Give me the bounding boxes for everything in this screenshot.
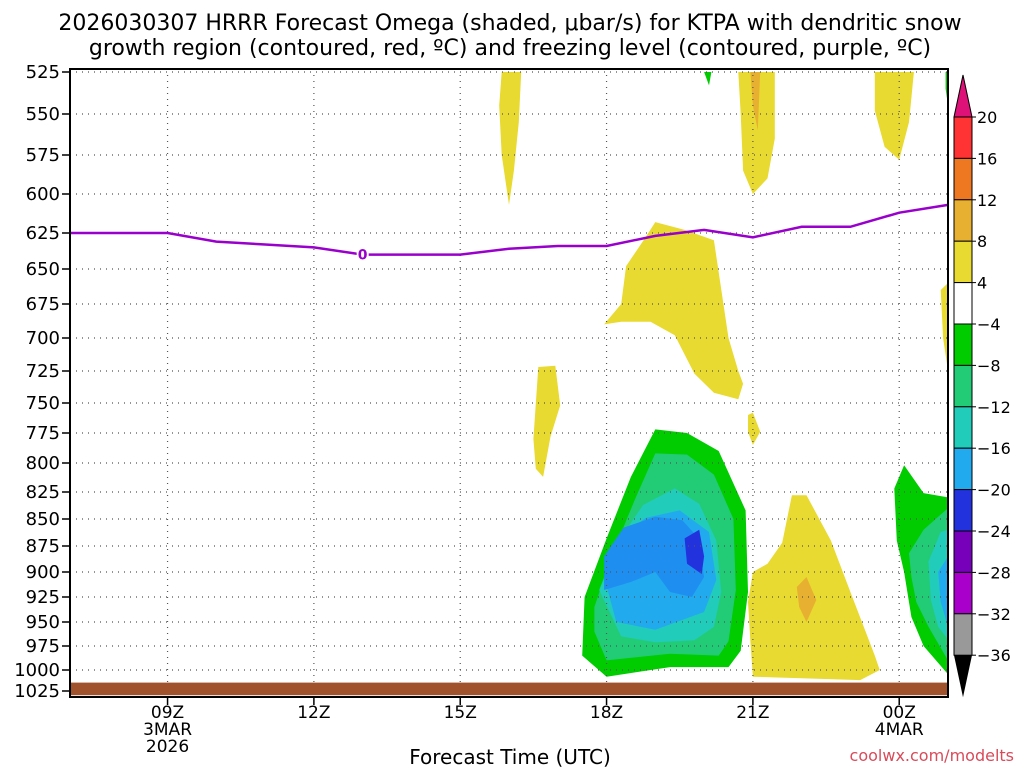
xtick-label-21-0: 21Z (736, 703, 769, 723)
colorbar-band-8 (953, 447, 973, 491)
ytick-label-525: 525 (26, 62, 60, 83)
omega-region-21 (704, 72, 712, 86)
ground-strip (70, 682, 948, 696)
ytick-label-825: 825 (26, 482, 60, 503)
colorbar-label-2: 12 (977, 191, 997, 210)
xtick-label-9-1: 3MAR (143, 720, 192, 740)
ytick-label-850: 850 (26, 509, 60, 530)
colorbar-label-4: 4 (977, 274, 987, 293)
colorbar-band-6 (953, 364, 973, 408)
colorbar-band-2 (953, 199, 973, 242)
omega-region-14 (604, 516, 705, 597)
omega-region-15 (684, 529, 705, 574)
omega-region-4 (750, 72, 761, 131)
credit-text: coolwx.com/modelts (850, 746, 1014, 765)
omega-region-9 (940, 283, 948, 371)
ytick-label-625: 625 (26, 223, 60, 244)
colorbar-label-10: −24 (977, 522, 1011, 541)
colorbar-band-9 (953, 489, 973, 532)
colorbar-band-12 (953, 613, 973, 656)
y-axis-ticks: 525 550 575 600 625 650 675 700 725 750 775 800 825 8… (14, 62, 70, 702)
colorbar-label-6: −8 (977, 356, 1001, 375)
colorbar-band-4 (953, 282, 973, 325)
freezing-level-label: 0 (358, 248, 368, 264)
omega-region-0 (499, 72, 522, 205)
freezing-label-bg (356, 245, 369, 263)
ytick-label-575: 575 (26, 145, 60, 166)
omega-shading (499, 72, 948, 681)
plot-frame (69, 68, 949, 698)
chart-title-line-2: growth region (contoured, red, ºC) and f… (89, 36, 931, 61)
ytick-label-925: 925 (26, 587, 60, 608)
freezing-level-line (70, 203, 949, 256)
omega-region-19 (938, 556, 948, 627)
colorbar-label-5: −4 (977, 315, 1001, 334)
omega-region-group (499, 72, 948, 681)
axes (69, 68, 949, 698)
colorbar-top-arrow (953, 74, 973, 118)
xtick-label-9-2: 2026 (146, 737, 189, 757)
freezing-level: 0 (70, 203, 949, 264)
omega-region-8 (874, 72, 914, 160)
omega-region-6 (748, 495, 880, 681)
omega-region-3 (738, 72, 775, 194)
colorbar-band-11 (953, 571, 973, 615)
omega-region-7 (796, 577, 817, 622)
colorbar-band-10 (953, 530, 973, 573)
colorbar-band-1 (953, 157, 973, 201)
ytick-label-775: 775 (26, 423, 60, 444)
colorbar-label-7: −12 (977, 398, 1011, 417)
colorbar-label-11: −28 (977, 563, 1011, 582)
colorbar-label-8: −16 (977, 439, 1011, 458)
xtick-label-15-0: 15Z (444, 703, 477, 723)
colorbar-label-9: −20 (977, 481, 1011, 500)
xtick-label-24-1: 4MAR (875, 720, 924, 740)
xtick-label-24-0: 00Z (883, 703, 916, 723)
omega-region-2 (604, 222, 744, 400)
xtick-label-9-0: 09Z (151, 703, 184, 723)
ytick-label-750: 750 (26, 393, 60, 414)
ytick-label-650: 650 (26, 259, 60, 280)
colorbar-label-1: 16 (977, 149, 997, 168)
colorbar-label-0: 20 (977, 108, 997, 127)
colorbar: 20 16 12 8 4 −4 −8 −12 −16 −20 −24 −28 −32 −36 (953, 74, 1011, 698)
ytick-label-800: 800 (26, 453, 60, 474)
ytick-label-600: 600 (26, 184, 60, 205)
colorbar-label-3: 8 (977, 232, 987, 251)
ytick-label-875: 875 (26, 536, 60, 557)
omega-region-1 (533, 365, 561, 477)
omega-region-18 (928, 529, 948, 640)
colorbar-band-0 (953, 116, 973, 159)
chart-title-line-1: 2026030307 HRRR Forecast Omega (shaded, … (58, 11, 961, 36)
ytick-label-700: 700 (26, 328, 60, 349)
x-axis-label: Forecast Time (UTC) (409, 745, 611, 768)
ground-surface (70, 682, 948, 696)
omega-region-5 (748, 412, 761, 445)
xtick-label-18-0: 18Z (590, 703, 623, 723)
ytick-label-1025: 1025 (14, 681, 60, 702)
ytick-label-950: 950 (26, 612, 60, 633)
colorbar-bottom-arrow (954, 655, 972, 698)
ytick-label-900: 900 (26, 562, 60, 583)
colorbar-label-13: −36 (977, 646, 1011, 665)
ytick-label-725: 725 (26, 361, 60, 382)
colorbar-band-5 (953, 323, 973, 366)
ytick-label-975: 975 (26, 636, 60, 657)
ytick-label-550: 550 (26, 104, 60, 125)
ytick-label-1000: 1000 (14, 660, 60, 681)
ytick-label-675: 675 (26, 294, 60, 315)
colorbar-band-7 (953, 406, 973, 449)
xtick-label-12-0: 12Z (297, 703, 330, 723)
colorbar-band-3 (953, 240, 973, 284)
colorbar-label-12: −32 (977, 605, 1011, 624)
